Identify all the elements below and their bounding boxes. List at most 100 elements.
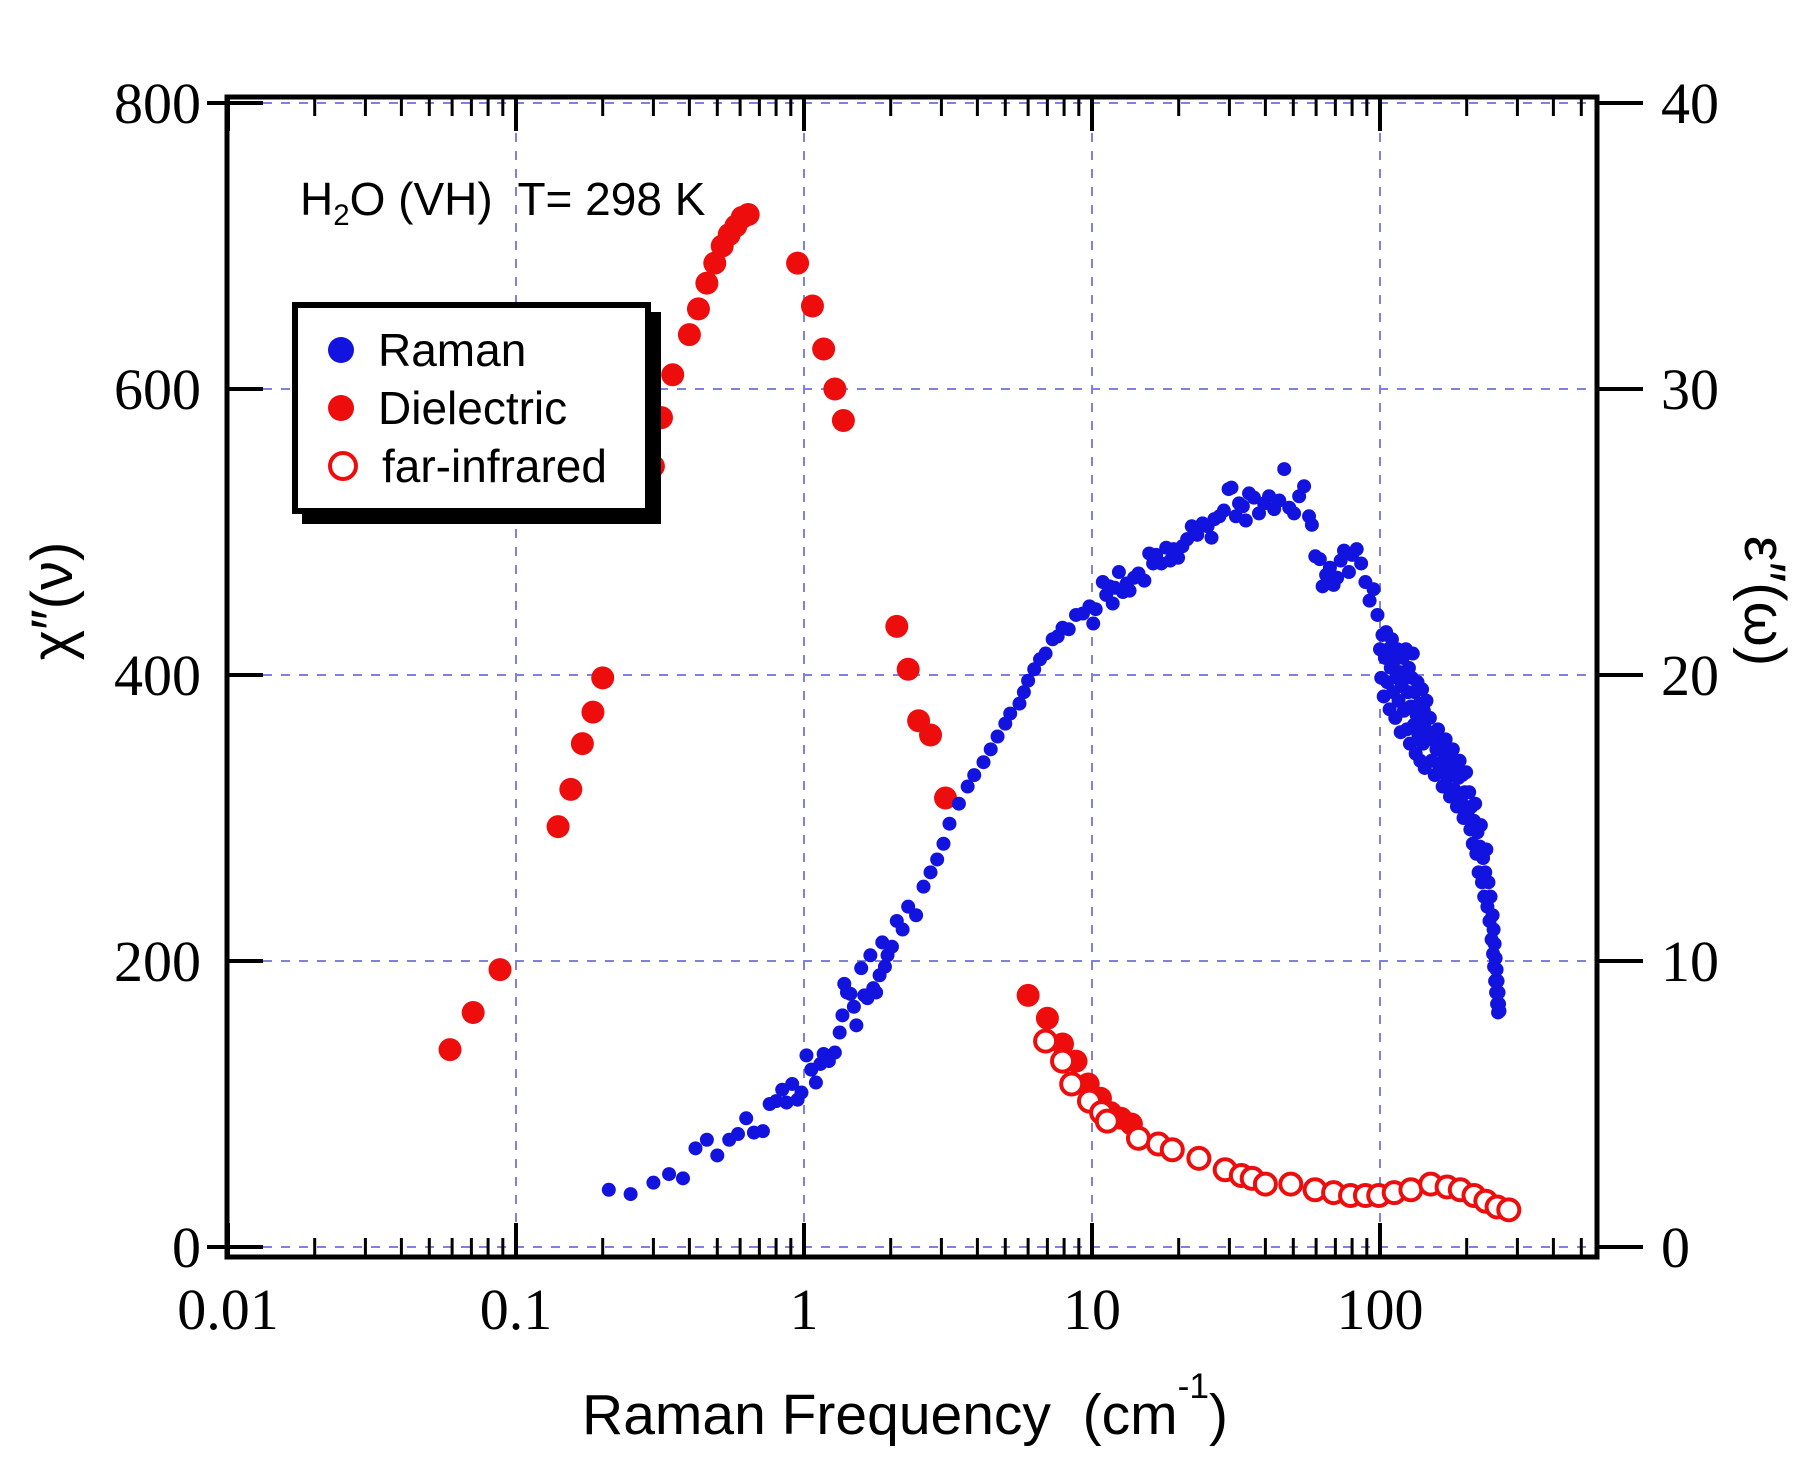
- tick-labels: 0.01 0.1 1 10 100 0 200 400 600 800 0 10 20 30 40: [114, 71, 1719, 1342]
- raman-point: [1204, 530, 1219, 545]
- raman-point: [983, 742, 998, 757]
- far-infrared-point: [1059, 1071, 1085, 1097]
- raman-point: [1086, 616, 1101, 631]
- raman-point: [1021, 673, 1036, 688]
- far-infrared-point: [1186, 1145, 1212, 1171]
- series-dielectric: [438, 203, 1143, 1136]
- raman-point: [1488, 951, 1503, 966]
- legend-item-far-infrared: far-infrared: [328, 440, 607, 492]
- raman-point: [854, 961, 869, 976]
- raman-point: [1312, 552, 1327, 567]
- raman-point: [960, 779, 975, 794]
- raman-point: [1349, 542, 1364, 557]
- raman-point: [755, 1124, 770, 1139]
- raman-point: [1486, 922, 1501, 937]
- raman-point: [623, 1187, 638, 1202]
- raman-point: [843, 986, 858, 1001]
- far-infrared-point: [1033, 1028, 1059, 1054]
- raman-point: [675, 1171, 690, 1186]
- x-tick-label: 0.01: [177, 1277, 279, 1342]
- raman-point: [1479, 842, 1494, 857]
- raman-point: [769, 1094, 784, 1109]
- left-y-tick-label: 600: [114, 357, 201, 422]
- raman-point: [1447, 782, 1462, 797]
- raman-point: [1122, 583, 1137, 598]
- dielectric-point: [800, 294, 824, 318]
- raman-point: [976, 755, 991, 770]
- raman-point: [827, 1045, 842, 1060]
- raman-point: [1246, 490, 1261, 505]
- raman-point: [1492, 1004, 1507, 1019]
- right-y-tick-label: 0: [1661, 1215, 1690, 1280]
- right-y-tick-label: 10: [1661, 929, 1719, 994]
- raman-point: [1370, 607, 1385, 622]
- raman-point: [799, 1048, 814, 1063]
- raman-point: [909, 908, 924, 923]
- raman-point: [1304, 517, 1319, 532]
- annotation-line1: H2O (VH) T= 298 K: [300, 173, 706, 233]
- dielectric-point: [934, 786, 958, 810]
- far-infrared-point: [1278, 1171, 1304, 1197]
- raman-point: [863, 948, 878, 963]
- raman-point: [1422, 710, 1437, 725]
- series-raman: [601, 462, 1507, 1202]
- raman-point: [884, 939, 899, 954]
- raman-point: [936, 836, 951, 851]
- x-axis-title: Raman Frequency (cm-1): [582, 1367, 1228, 1447]
- raman-point: [699, 1132, 714, 1147]
- raman-point: [1012, 696, 1027, 711]
- raman-point: [916, 879, 931, 894]
- dielectric-point: [831, 408, 855, 432]
- raman-point: [1235, 499, 1250, 514]
- dielectric-point: [703, 251, 727, 275]
- right-y-tick-label: 30: [1661, 357, 1719, 422]
- raman-point: [1489, 962, 1504, 977]
- far-infrared-point: [1496, 1197, 1522, 1223]
- dielectric-point: [736, 203, 760, 227]
- raman-point: [930, 852, 945, 867]
- raman-point: [794, 1085, 809, 1100]
- raman-point: [1330, 570, 1345, 585]
- raman-point: [779, 1095, 794, 1110]
- raman-point: [662, 1167, 677, 1182]
- raman-point: [1354, 556, 1369, 571]
- raman-point: [710, 1148, 725, 1163]
- raman-point: [808, 1075, 823, 1090]
- far-infrared-point: [1398, 1177, 1424, 1203]
- raman-point: [1490, 974, 1505, 989]
- dielectric-point: [885, 614, 909, 638]
- raman-point: [951, 796, 966, 811]
- raman-point: [1171, 550, 1186, 565]
- raman-point: [1405, 646, 1420, 661]
- raman-point: [895, 922, 910, 937]
- left-y-axis-title: χ″(ν): [20, 541, 85, 661]
- raman-point: [739, 1111, 754, 1126]
- raman-point: [1473, 818, 1488, 833]
- raman-point: [1366, 582, 1381, 597]
- raman-point: [1431, 722, 1446, 737]
- raman-point: [869, 985, 884, 1000]
- raman-point: [1224, 480, 1239, 495]
- raman-point: [923, 865, 938, 880]
- right-y-tick-label: 20: [1661, 643, 1719, 708]
- dielectric-point: [649, 406, 673, 430]
- left-y-tick-label: 0: [172, 1215, 201, 1280]
- raman-point: [1216, 503, 1231, 518]
- x-tick-label: 1: [790, 1277, 819, 1342]
- raman-point: [688, 1141, 703, 1156]
- dielectric-point: [559, 777, 583, 801]
- raman-point: [1105, 596, 1120, 611]
- raman-point: [1415, 682, 1430, 697]
- dielectric-point: [546, 815, 570, 839]
- legend-item-raman: Raman: [328, 324, 607, 376]
- raman-point: [1438, 732, 1453, 747]
- raman-point: [1061, 622, 1076, 637]
- x-tick-label: 0.1: [480, 1277, 553, 1342]
- raman-point: [835, 1008, 850, 1023]
- dielectric-point: [677, 323, 701, 347]
- raman-point: [967, 768, 982, 783]
- raman-point: [1016, 685, 1031, 700]
- raman-point: [1272, 493, 1287, 508]
- dielectric-point: [1016, 983, 1040, 1007]
